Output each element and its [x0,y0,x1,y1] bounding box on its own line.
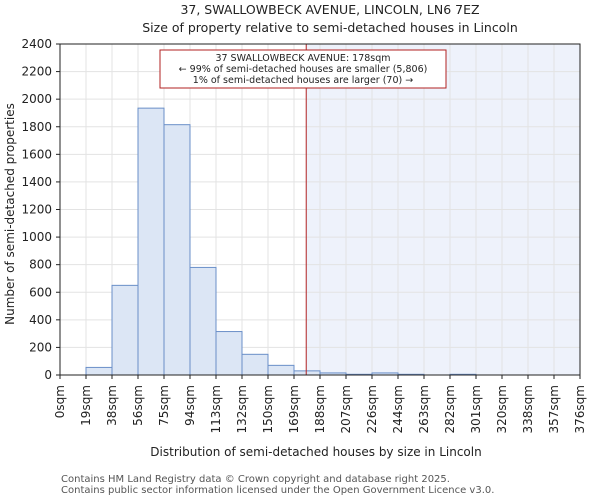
annotation-line-3: 1% of semi-detached houses are larger (7… [193,75,413,86]
y-tick-label-1600: 1600 [21,147,52,161]
x-tick-label-150sqm: 150sqm [261,385,275,433]
y-axis-label: Number of semi-detached properties [3,103,17,325]
y-tick-label-1800: 1800 [21,120,52,134]
x-tick-label-207sqm: 207sqm [339,385,353,433]
bar-38sqm [111,284,139,376]
bar-113sqm [215,331,243,376]
y-tick-label-200: 200 [29,340,52,354]
annotation-frame [159,49,447,89]
x-tick-label-226sqm: 226sqm [365,385,379,433]
x-tick-label-244sqm: 244sqm [391,385,405,433]
x-tick-label-320sqm: 320sqm [495,385,509,433]
x-axis-label: Distribution of semi-detached houses by … [150,445,481,459]
bar-94sqm [189,266,217,376]
annotation-line-2: ← 99% of semi-detached houses are smalle… [179,64,428,75]
x-tick-label-263sqm: 263sqm [417,385,431,433]
chart-title: 37, SWALLOWBECK AVENUE, LINCOLN, LN6 7EZ [180,2,479,17]
x-tick-label-282sqm: 282sqm [443,385,457,433]
x-tick-label-38sqm: 38sqm [105,385,119,426]
x-tick-label-19sqm: 19sqm [79,385,93,426]
y-tick-label-0: 0 [44,368,52,382]
y-tick-label-2200: 2200 [21,65,52,79]
bar-132sqm [241,353,269,376]
footer-line-1: Contains HM Land Registry data © Crown c… [61,474,450,485]
x-tick-label-0sqm: 0sqm [53,385,67,418]
y-tick-label-1000: 1000 [21,230,52,244]
bar-75sqm [163,124,191,376]
x-tick-label-113sqm: 113sqm [209,385,223,433]
y-tick-label-1400: 1400 [21,175,52,189]
y-tick-label-800: 800 [29,258,52,272]
bar-19sqm [85,366,113,376]
y-tick-label-1200: 1200 [21,203,52,217]
annotation-box: 37 SWALLOWBECK AVENUE: 178sqm ← 99% of s… [159,49,447,89]
chart-subtitle: Size of property relative to semi-detach… [142,20,518,35]
bar-150sqm [267,364,295,376]
y-tick-label-400: 400 [29,313,52,327]
bar-169sqm [293,370,321,376]
x-tick-label-94sqm: 94sqm [183,385,197,426]
x-tick-label-75sqm: 75sqm [157,385,171,426]
bar-56sqm [137,107,165,376]
x-tick-label-301sqm: 301sqm [469,385,483,433]
x-tick-label-188sqm: 188sqm [313,385,327,433]
x-tick-label-169sqm: 169sqm [287,385,301,433]
footer-line-2: Contains public sector information licen… [61,485,495,496]
x-tick-label-338sqm: 338sqm [521,385,535,433]
x-tick-label-357sqm: 357sqm [547,385,561,433]
y-tick-label-600: 600 [29,285,52,299]
x-tick-label-56sqm: 56sqm [131,385,145,426]
y-tick-label-2400: 2400 [21,37,52,51]
x-tick-label-132sqm: 132sqm [235,385,249,433]
annotation-line-1: 37 SWALLOWBECK AVENUE: 178sqm [215,53,390,64]
y-tick-label-2000: 2000 [21,92,52,106]
x-tick-label-376sqm: 376sqm [573,385,587,433]
